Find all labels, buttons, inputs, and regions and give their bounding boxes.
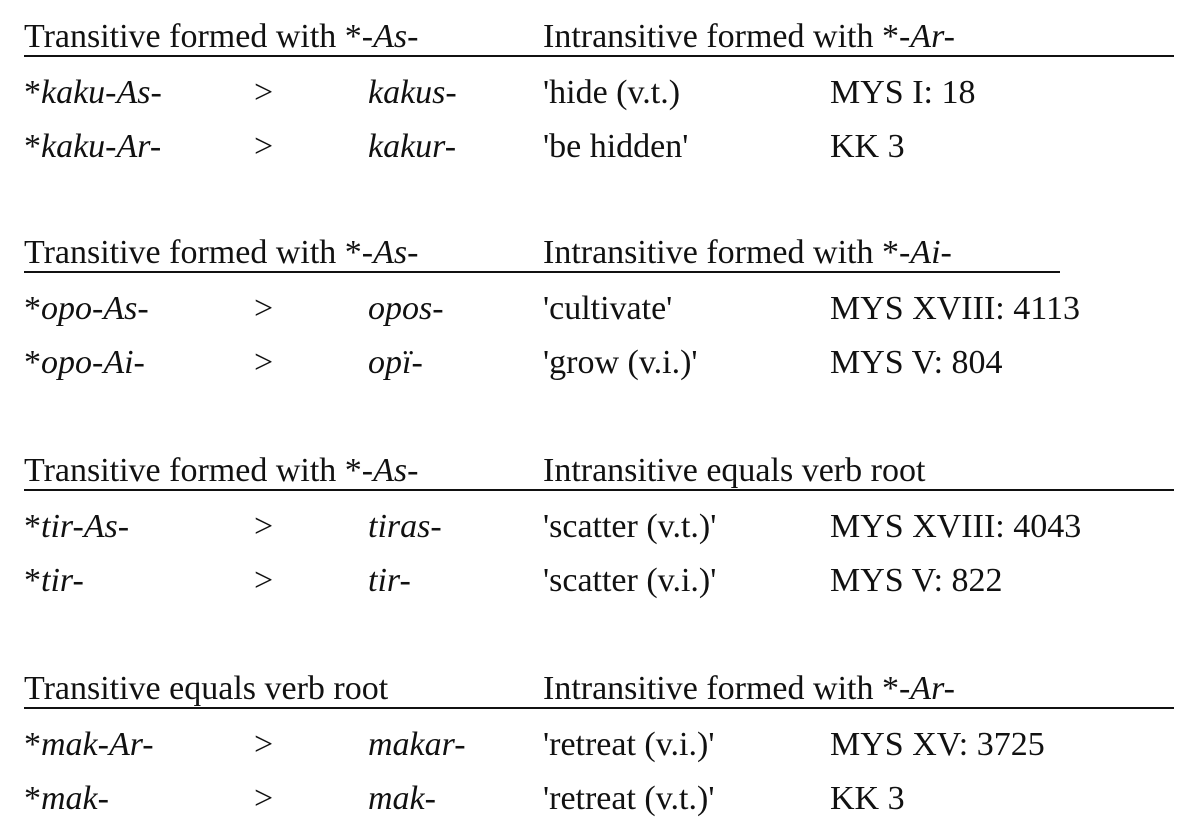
result-form: makar- [368,726,466,763]
gloss: 'scatter (v.i.)' [543,562,717,599]
gloss: 'scatter (v.t.)' [543,508,717,545]
arrow: > [254,562,274,599]
source: KK 3 [830,780,905,817]
source: MYS V: 822 [830,562,1003,599]
result-form: opos- [368,290,444,327]
arrow: > [254,508,274,545]
source: MYS V: 804 [830,344,1003,381]
table-row: *mak- > mak- 'retreat (v.t.)' KK 3 [0,782,1196,822]
source: MYS XVIII: 4113 [830,290,1080,327]
result-form: tir- [368,562,411,599]
arrow: > [254,344,274,381]
table-row: *tir- > tir- 'scatter (v.i.)' MYS V: 822 [0,564,1196,604]
proto-form: *opo-Ai- [24,344,145,381]
gloss: 'cultivate' [543,290,673,327]
result-form: opï- [368,344,423,381]
table-row: *kaku-As- > kakus- 'hide (v.t.) MYS I: 1… [0,76,1196,116]
section-2-header-left: Transitive formed with *-As- [24,234,419,271]
gloss: 'be hidden' [543,128,689,165]
section-4-header-left: Transitive equals verb root [24,670,389,707]
section-4-header-right: Intransitive formed with *-Ar- [543,670,955,707]
proto-form: *mak-Ar- [24,726,154,763]
arrow: > [254,290,274,327]
table-row: *opo-As- > opos- 'cultivate' MYS XVIII: … [0,292,1196,332]
gloss: 'retreat (v.t.)' [543,780,715,817]
table-row: *tir-As- > tiras- 'scatter (v.t.)' MYS X… [0,510,1196,550]
section-3-header-left: Transitive formed with *-As- [24,452,419,489]
section-1-header-right: Intransitive formed with *-Ar- [543,18,955,55]
gloss: 'grow (v.i.)' [543,344,698,381]
arrow: > [254,128,274,165]
arrow: > [254,726,274,763]
arrow: > [254,780,274,817]
source: MYS XV: 3725 [830,726,1045,763]
table-row: *mak-Ar- > makar- 'retreat (v.i.)' MYS X… [0,728,1196,768]
section-2-rule [24,271,1060,273]
proto-form: *opo-As- [24,290,149,327]
result-form: kakus- [368,74,457,111]
section-3-rule [24,489,1174,491]
proto-form: *mak- [24,780,109,817]
gloss: 'hide (v.t.) [543,74,681,111]
gloss: 'retreat (v.i.)' [543,726,715,763]
source: MYS I: 18 [830,74,976,111]
result-form: tiras- [368,508,442,545]
section-3-header-right: Intransitive equals verb root [543,452,926,489]
proto-form: *kaku-Ar- [24,128,162,165]
proto-form: *kaku-As- [24,74,162,111]
proto-form: *tir-As- [24,508,130,545]
arrow: > [254,74,274,111]
source: KK 3 [830,128,905,165]
proto-form: *tir- [24,562,84,599]
section-2-header-right: Intransitive formed with *-Ai- [543,234,952,271]
table-row: *kaku-Ar- > kakur- 'be hidden' KK 3 [0,130,1196,170]
section-4-rule [24,707,1174,709]
section-1-rule [24,55,1174,57]
result-form: kakur- [368,128,457,165]
result-form: mak- [368,780,436,817]
table-row: *opo-Ai- > opï- 'grow (v.i.)' MYS V: 804 [0,346,1196,386]
section-1-header-left: Transitive formed with *-As- [24,18,419,55]
source: MYS XVIII: 4043 [830,508,1082,545]
